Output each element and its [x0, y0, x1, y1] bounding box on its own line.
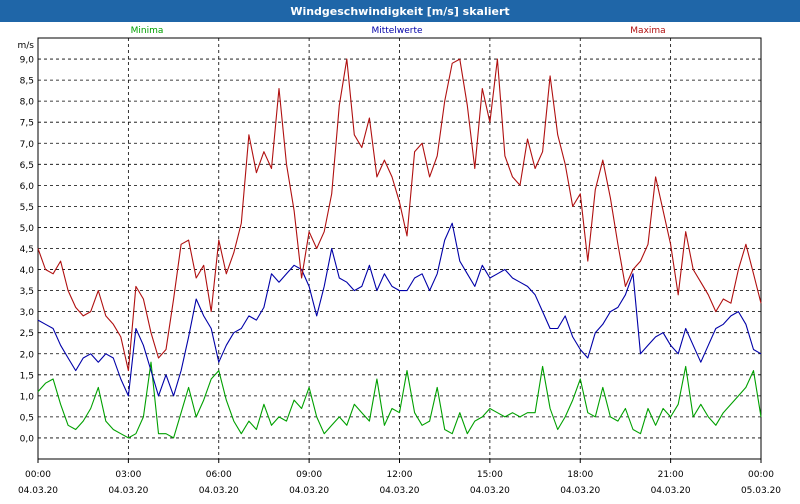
y-tick-label: 6,0 [20, 182, 35, 192]
y-tick-label: 2,0 [20, 350, 35, 360]
x-tick-date-label: 05.03.20 [741, 486, 781, 496]
y-tick-label: 7,5 [20, 119, 34, 129]
y-tick-label: 4,5 [20, 245, 34, 255]
y-tick-label: 2,5 [20, 329, 34, 339]
y-tick-label: 8,5 [20, 77, 34, 87]
x-tick-date-label: 04.03.20 [560, 486, 600, 496]
legend-entry-maxima: Maxima [630, 26, 665, 36]
x-tick-date-label: 04.03.20 [651, 486, 691, 496]
y-tick-label: 6,5 [20, 161, 34, 171]
x-tick-time-label: 12:00 [387, 470, 413, 480]
x-tick-time-label: 15:00 [477, 470, 503, 480]
x-tick-time-label: 00:00 [748, 470, 774, 480]
x-tick-date-label: 04.03.20 [289, 486, 329, 496]
x-tick-time-label: 03:00 [115, 470, 141, 480]
line-chart: 0,0 0,5 1,0 1,5 2,0 2,5 3,0 3,5 4,0 4,5 5,0 5,5 6,0 6… [18, 26, 782, 496]
x-tick-date-label: 04.03.20 [108, 486, 148, 496]
x-tick-date-label: 04.03.20 [470, 486, 510, 496]
y-tick-label: 1,0 [20, 392, 35, 402]
legend-entry-minima: Minima [131, 26, 164, 36]
x-tick-date-label: 04.03.20 [18, 486, 58, 496]
series-line-maxima [37, 58, 762, 372]
title-bar: Windgeschwindigkeit [m/s] skaliert [0, 0, 800, 22]
series-line-minima [37, 361, 762, 439]
y-tick-label: 9,0 [20, 56, 35, 66]
y-axis-label: m/s [18, 41, 35, 51]
chart-area: 0,0 0,5 1,0 1,5 2,0 2,5 3,0 3,5 4,0 4,5 5,0 5,5 6,0 6… [0, 22, 800, 500]
y-tick-label: 7,0 [20, 140, 35, 150]
x-tick-time-label: 18:00 [567, 470, 593, 480]
x-tick-time-label: 09:00 [296, 470, 322, 480]
y-tick-label: 3,0 [20, 308, 35, 318]
y-tick-label: 4,0 [20, 266, 35, 276]
x-tick-date-label: 04.03.20 [379, 486, 419, 496]
y-tick-label: 1,5 [20, 371, 34, 381]
legend-entry-mittelwerte: Mittelwerte [371, 26, 422, 36]
series-line-mittelwerte [37, 222, 762, 397]
chart-title: Windgeschwindigkeit [m/s] skaliert [290, 4, 510, 18]
x-tick-time-label: 21:00 [658, 470, 684, 480]
x-tick-date-label: 04.03.20 [199, 486, 239, 496]
y-tick-label: 5,5 [20, 203, 34, 213]
x-tick-time-label: 06:00 [206, 470, 232, 480]
y-tick-label: 5,0 [20, 224, 35, 234]
y-tick-label: 8,0 [20, 98, 35, 108]
x-tick-time-label: 00:00 [25, 470, 51, 480]
y-tick-label: 0,5 [20, 413, 34, 423]
y-tick-label: 3,5 [20, 287, 34, 297]
y-tick-label: 0,0 [20, 434, 35, 444]
